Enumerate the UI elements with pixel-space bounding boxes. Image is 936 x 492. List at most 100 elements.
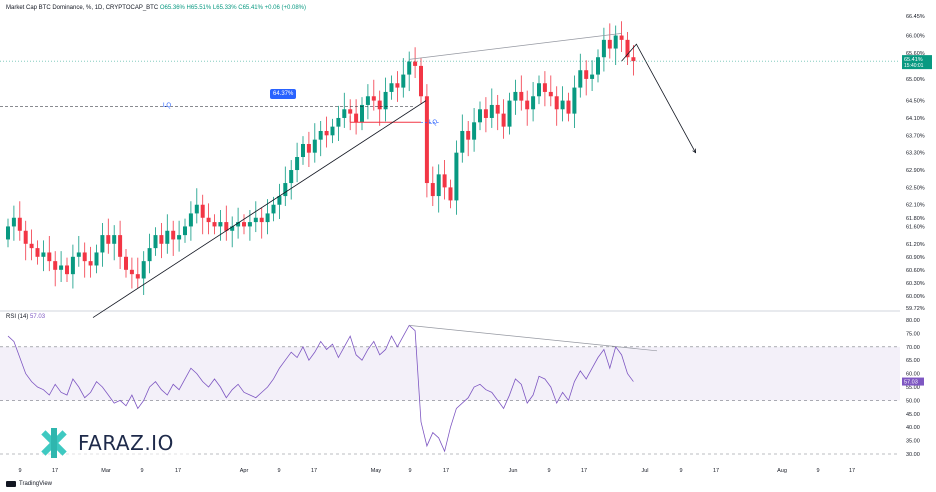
rsi-band [0,346,900,401]
candle-body [324,130,329,136]
candle-body [106,235,111,244]
candle-body [141,261,146,279]
candle-body [6,226,10,240]
time-tick-label: Jun [509,468,518,474]
candle-body [466,130,471,140]
candle-body [419,65,423,97]
price-tick-label: 60.90% [906,255,925,261]
candle-body [442,174,447,188]
candle-body [289,170,294,184]
candle-body [454,152,459,201]
candle-body [129,269,134,275]
candle-body [112,235,117,244]
candle-body [283,183,288,197]
time-tick-label: 17 [311,468,317,474]
time-tick-label: 9 [140,468,143,474]
candle-body [507,100,512,127]
candle-body [330,126,335,136]
lq-label-right: LQ [429,120,437,126]
time-tick-label: 17 [849,468,855,474]
rsi-value: 57.03 [30,314,46,320]
projection-arrow [621,43,696,153]
time-tick-label: 9 [277,468,280,474]
rsi-tick-label: 65.00 [906,358,920,364]
tradingview-footer[interactable]: TradingView [6,481,52,487]
change-value: +0.06 (+0.08%) [264,5,306,11]
watermark: FARAZ.IO [36,421,196,465]
candle-body [572,87,577,114]
time-axis: 9 17 Mar 9 17 Apr 9 17 May 9 17 Jun 9 17 Jul 9 17 Aug 9 17 [18,468,855,474]
price-tick-label: 59.72% [906,306,925,312]
candle-body [259,217,264,223]
rsi-tick-label: 50.00 [906,398,920,404]
candle-body [342,109,347,118]
candle-body [448,187,453,201]
price-callout: 64.37% [270,89,297,99]
candle-body [619,35,624,40]
candle-body [613,35,618,49]
price-tick-label: 65.60% [906,51,925,57]
candle-body [395,83,400,88]
price-tick-label: 62.10% [906,203,925,209]
candle-body [590,74,595,79]
candle-body [212,222,217,227]
price-tick-label: 62.90% [906,168,925,174]
time-tick-label: 17 [175,468,181,474]
time-tick-label: May [371,468,382,474]
price-tick-label: 60.60% [906,268,925,274]
time-tick-label: 17 [443,468,449,474]
candle-body [607,39,612,49]
candle-body [306,143,311,153]
candle-body [118,235,123,257]
time-tick-label: Mar [101,468,111,474]
time-tick-label: Aug [777,468,787,474]
candle-body [383,91,388,110]
candle-body [354,113,359,123]
candle-body [578,70,583,88]
candle-body [371,96,376,101]
candle-body [153,235,158,249]
candle-body [542,83,547,92]
price-tick-label: 64.50% [906,99,925,105]
candle-body [100,235,105,253]
candle-body [501,113,506,127]
time-tick-label: 9 [816,468,819,474]
candle-body [584,70,589,79]
candle-body [147,248,152,262]
candle-body [47,252,52,262]
rsi-tick-label: 40.00 [906,425,920,431]
price-axis: 66.45%66.00%65.60%65.40%65.00%64.50%64.1… [906,14,925,312]
rsi-label: RSI (14) [6,314,29,320]
rsi-tick-label: 35.00 [906,439,920,445]
candle-body [82,252,87,262]
candle-body [183,226,187,236]
rsi-header: RSI (14) 57.03 [6,314,45,320]
candle-body [124,256,128,270]
candle-body [525,100,530,110]
candle-body [537,83,541,97]
candle-body [271,204,276,214]
candle-body [242,222,246,227]
time-tick-label: 9 [679,468,682,474]
candle-body [566,100,571,114]
price-tick-label: 65.00% [906,77,925,83]
rsi-tick-label: 80.00 [906,318,920,324]
rsi-badge-value: 57.03 [904,380,918,386]
candle-body [348,109,353,114]
time-tick-label: Apr [240,468,249,474]
badges: 65.41%15:40:01 57.03 [902,55,932,386]
chart-header: Market Cap BTC Dominance, %, 1D, CRYPTOC… [6,5,306,11]
candle-body [253,217,258,223]
price-tick-label: 66.00% [906,34,925,40]
candle-body [17,217,22,231]
candle-body [472,122,477,140]
candle-body [35,248,40,257]
candle-body [165,230,170,244]
candle-body [318,130,323,140]
candle-body [94,252,99,266]
candle-body [301,143,305,158]
candle-body [631,57,636,62]
candle-body [489,104,494,118]
price-tick-label: 66.45% [906,14,925,20]
